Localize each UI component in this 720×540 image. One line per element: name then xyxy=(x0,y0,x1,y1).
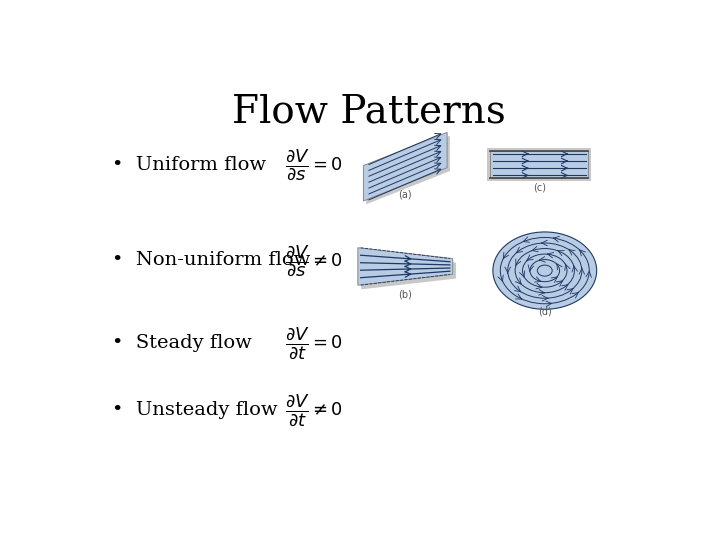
Polygon shape xyxy=(366,136,450,204)
Text: Flow Patterns: Flow Patterns xyxy=(232,94,506,131)
Text: (c): (c) xyxy=(533,183,546,192)
Polygon shape xyxy=(361,252,456,289)
Text: $\dfrac{\partial V}{\partial s} \neq 0$: $\dfrac{\partial V}{\partial s} \neq 0$ xyxy=(285,243,343,278)
Text: $\dfrac{\partial V}{\partial s} = 0$: $\dfrac{\partial V}{\partial s} = 0$ xyxy=(285,147,343,182)
Text: (a): (a) xyxy=(398,190,412,200)
Circle shape xyxy=(493,232,597,309)
Bar xyxy=(487,148,591,181)
Text: $\dfrac{\partial V}{\partial t} = 0$: $\dfrac{\partial V}{\partial t} = 0$ xyxy=(285,326,343,361)
Text: •  Non-uniform flow: • Non-uniform flow xyxy=(112,251,311,269)
Polygon shape xyxy=(364,132,447,201)
Text: •  Unsteady flow: • Unsteady flow xyxy=(112,401,278,419)
Text: (b): (b) xyxy=(398,289,413,300)
Text: •  Uniform flow: • Uniform flow xyxy=(112,156,266,173)
Text: •  Steady flow: • Steady flow xyxy=(112,334,252,353)
Polygon shape xyxy=(358,248,453,285)
Bar xyxy=(490,151,588,178)
Text: $\dfrac{\partial V}{\partial t} \neq 0$: $\dfrac{\partial V}{\partial t} \neq 0$ xyxy=(285,392,343,428)
Text: (d): (d) xyxy=(538,306,552,316)
